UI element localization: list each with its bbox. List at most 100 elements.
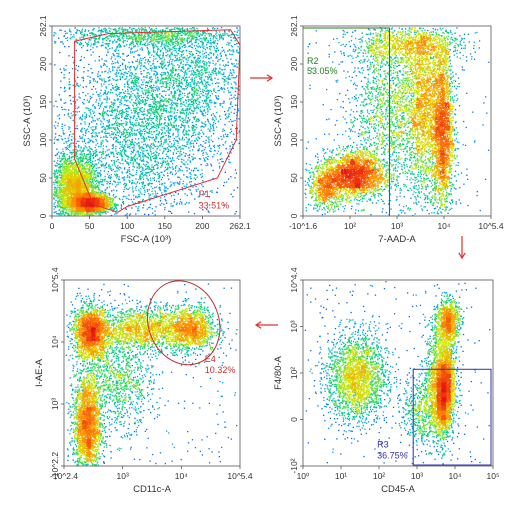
data-point [66,174,67,175]
data-point [99,56,100,57]
data-point [86,147,87,148]
data-point [55,127,56,128]
data-point [66,211,67,212]
data-point [57,187,58,188]
data-point [119,126,120,127]
data-point [57,106,58,107]
data-point [84,210,85,211]
data-point [76,143,77,144]
data-point [119,199,120,200]
data-point [121,125,122,126]
data-point [65,188,66,189]
data-point [100,202,101,203]
data-point [89,201,90,202]
data-point [76,193,77,194]
data-point [91,174,92,175]
data-point [67,191,68,192]
data-point [70,131,71,132]
data-point [67,205,68,206]
data-point [105,192,106,193]
data-point [105,131,106,132]
data-point [95,202,96,203]
data-point [59,166,60,167]
data-point [74,203,75,204]
panel-fsc-ssc-points [53,27,240,216]
data-point [62,168,63,169]
data-point [102,204,103,205]
data-point [67,179,68,180]
data-point [71,172,72,173]
data-point [59,188,60,189]
data-point [109,208,110,209]
data-point [92,185,93,186]
data-point [61,195,62,196]
data-point [69,152,70,153]
data-point [72,156,73,157]
data-point [54,177,55,178]
data-point [62,213,63,214]
data-point [59,52,60,53]
data-point [105,200,106,201]
data-point [58,152,59,153]
data-point [68,188,69,189]
data-point [100,151,101,152]
data-point [60,177,61,178]
data-point [95,200,96,201]
data-point [67,171,68,172]
data-point [93,209,94,210]
data-point [105,189,106,190]
data-point [87,185,88,186]
data-point [135,190,136,191]
data-point [76,196,77,197]
data-point [69,156,70,157]
data-point [105,194,106,195]
data-point [65,189,66,190]
data-point [73,180,74,181]
data-point [76,172,77,173]
data-point [91,206,92,207]
data-point [70,177,71,178]
data-point [56,176,57,177]
data-point [69,144,70,145]
data-point [82,161,83,162]
data-point [65,198,66,199]
data-point [82,114,83,115]
data-point [169,82,170,83]
data-point [74,185,75,186]
data-point [67,161,68,162]
data-point [70,196,71,197]
data-point [73,189,74,190]
data-point [156,186,157,187]
data-point [71,153,72,154]
data-point [84,153,85,154]
data-point [92,213,93,214]
data-point [71,206,72,207]
data-point [71,211,72,212]
data-point [62,182,63,183]
data-point [76,166,77,167]
data-point [86,200,87,201]
data-point [67,145,68,146]
data-point [71,176,72,177]
data-point [62,179,63,180]
data-point [73,156,74,157]
data-point [54,175,55,176]
data-point [79,167,80,168]
data-point [65,194,66,195]
data-point [73,210,74,211]
data-point [58,203,59,204]
data-point [62,165,63,166]
data-point [92,208,93,209]
data-point [95,186,96,187]
data-point [88,159,89,160]
data-point [60,81,61,82]
data-point [110,201,111,202]
data-point [99,210,100,211]
data-point [113,203,114,204]
data-point [72,185,73,186]
data-point [79,211,80,212]
data-point [69,145,70,146]
data-point [77,196,78,197]
data-point [81,205,82,206]
